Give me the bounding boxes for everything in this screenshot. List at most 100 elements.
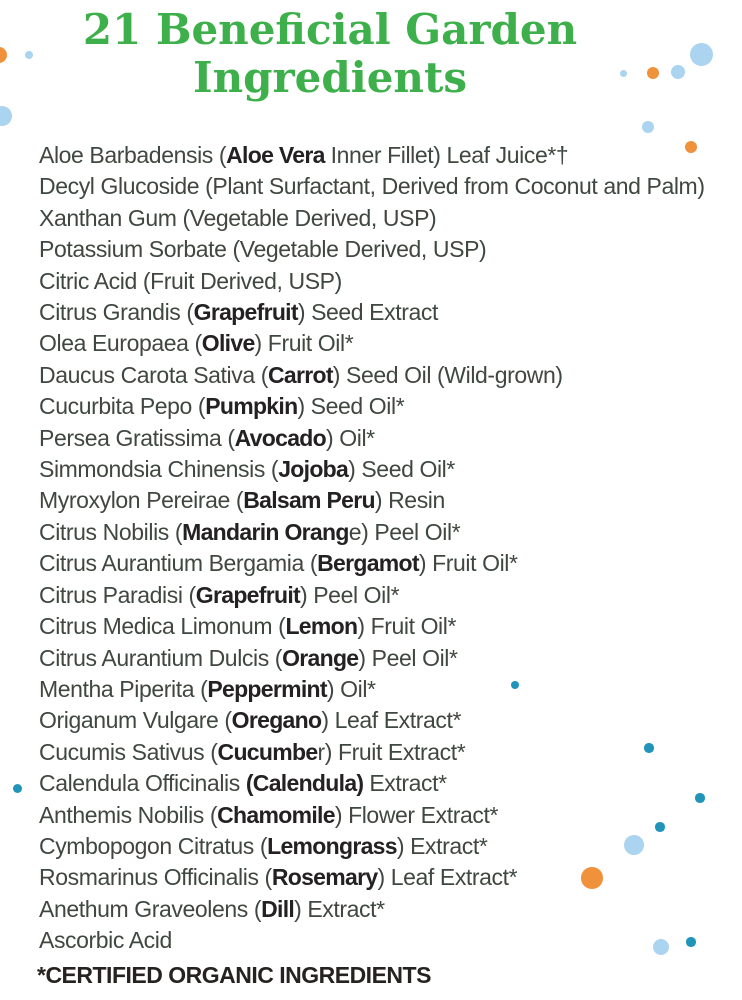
ingredient-line: Citrus Medica Limonum (Lemon) Fruit Oil* (39, 611, 742, 642)
lightblue-decorative-dot (671, 65, 685, 79)
page-title-line-1: 21 Beneficial Garden (82, 5, 578, 54)
ingredient-text: ) Oil* (326, 675, 376, 702)
orange-decorative-dot (647, 67, 659, 79)
ingredient-text: Anthemis Nobilis ( (39, 801, 218, 828)
ingredient-line: Citrus Nobilis (Mandarin Orange) Peel Oi… (39, 517, 742, 548)
ingredient-text: Anethum Graveolens ( (39, 895, 262, 922)
ingredient-text: Rosmarinus Officinalis ( (39, 864, 272, 891)
ingredient-text: e) Peel Oil* (348, 518, 461, 545)
ingredient-text: ) Fruit Oil* (357, 613, 457, 640)
teal-decorative-dot (12, 783, 22, 793)
page-title-line-2: Ingredients (192, 53, 468, 102)
ingredient-common-name: Lemon (285, 613, 358, 640)
ingredient-line: Cucurbita Pepo (Pumpkin) Seed Oil* (39, 391, 742, 422)
orange-decorative-dot (685, 141, 697, 153)
ingredient-common-name: Mandarin Orang (182, 518, 349, 545)
ingredient-text: ) Leaf Extract* (377, 864, 518, 891)
ingredient-text: Mentha Piperita ( (39, 675, 208, 702)
ingredient-text: Potassium Sorbate (Vegetable Derived, US… (39, 236, 487, 263)
ingredient-text: ) Seed Oil* (348, 456, 455, 483)
ingredient-text: Citrus Paradisi ( (39, 581, 196, 608)
ingredient-common-name: Rosemary (271, 864, 378, 891)
ingredient-line: Citrus Paradisi (Grapefruit) Peel Oil* (39, 580, 742, 611)
lightblue-decorative-dot (0, 106, 12, 126)
ingredient-text: Inner Fillet) Leaf Juice*† (324, 142, 569, 168)
ingredient-text: Cymbopogon Citratus ( (39, 832, 268, 859)
ingredient-line: Simmondsia Chinensis (Jojoba) Seed Oil* (39, 454, 742, 485)
ingredient-text: Cucurbita Pepo ( (39, 393, 206, 420)
teal-decorative-dot (655, 822, 665, 832)
ingredient-text: Origanum Vulgare ( (39, 707, 232, 734)
ingredient-common-name: (Calendula) (245, 770, 364, 797)
ingredient-common-name: Bergamot (317, 550, 419, 577)
ingredient-line: Cucumis Sativus (Cucumber) Fruit Extract… (39, 737, 742, 768)
ingredient-text: ) Oil* (326, 424, 375, 451)
teal-decorative-dot (695, 793, 705, 803)
ingredient-list: Aloe Barbadensis (Aloe Vera Inner Fillet… (39, 140, 742, 957)
ingredient-text: ) Leaf Extract* (321, 707, 462, 734)
ingredient-line: Persea Gratissima (Avocado) Oil* (39, 423, 742, 454)
ingredient-line: Anethum Graveolens (Dill) Extract* (39, 894, 742, 925)
ingredient-text: Citrus Aurantium Bergamia ( (39, 550, 318, 577)
ingredient-text: ) Seed Extract (297, 299, 439, 326)
ingredient-line: Aloe Barbadensis (Aloe Vera Inner Fillet… (39, 140, 742, 171)
ingredient-text: ) Fruit Oil* (254, 330, 354, 357)
page-title: 21 Beneficial Garden Ingredients (0, 6, 660, 102)
lightblue-decorative-dot (25, 51, 33, 59)
ingredient-line: Olea Europaea (Olive) Fruit Oil* (39, 328, 742, 359)
ingredient-common-name: Jojoba (278, 456, 349, 483)
ingredient-text: Citrus Nobilis ( (39, 518, 183, 545)
certified-organic-note: *CERTIFIED ORGANIC INGREDIENTS (37, 962, 431, 988)
ingredient-text: r) Fruit Extract* (317, 738, 466, 765)
ingredient-line: Calendula Officinalis (Calendula) Extrac… (39, 768, 742, 799)
ingredient-common-name: Peppermint (207, 675, 327, 702)
ingredient-common-name: Grapefruit (193, 299, 299, 326)
ingredient-text: ) Seed Oil (Wild-grown) (332, 361, 563, 388)
ingredient-common-name: Oregano (231, 707, 322, 734)
ingredient-common-name: Pumpkin (205, 393, 298, 420)
ingredient-line: Citrus Grandis (Grapefruit) Seed Extract (39, 297, 742, 328)
ingredient-line: Citrus Aurantium Bergamia (Bergamot) Fru… (39, 548, 742, 579)
ingredient-text: Aloe Barbadensis ( (39, 142, 227, 168)
ingredient-text: Olea Europaea ( (39, 330, 202, 357)
ingredient-line: Potassium Sorbate (Vegetable Derived, US… (39, 234, 742, 265)
orange-decorative-dot (0, 47, 7, 63)
ingredient-line: Daucus Carota Sativa (Carrot) Seed Oil (… (39, 360, 742, 391)
ingredient-line: Ascorbic Acid (39, 925, 742, 956)
ingredient-text: Citrus Grandis ( (39, 299, 194, 326)
ingredient-text: Myroxylon Pereirae ( (39, 487, 244, 514)
lightblue-decorative-dot (689, 42, 713, 66)
teal-decorative-dot (510, 680, 520, 690)
ingredient-line: Anthemis Nobilis (Chamomile) Flower Extr… (39, 800, 742, 831)
ingredient-common-name: Olive (201, 330, 255, 357)
ingredient-text: ) Resin (374, 487, 445, 514)
ingredient-line: Myroxylon Pereirae (Balsam Peru) Resin (39, 485, 742, 516)
ingredient-common-name: Cucumbe (217, 738, 319, 765)
ingredient-text: Persea Gratissima ( (39, 424, 235, 451)
ingredient-text: ) Fruit Oil* (418, 550, 518, 577)
ingredient-line: Cymbopogon Citratus (Lemongrass) Extract… (39, 831, 742, 862)
lightblue-decorative-dot (619, 69, 627, 77)
ingredient-common-name: Grapefruit (195, 581, 301, 608)
teal-decorative-dot (686, 937, 696, 947)
ingredient-common-name: Orange (282, 644, 359, 671)
ingredient-text: ) Flower Extract* (334, 801, 499, 828)
ingredient-text: Extract* (363, 770, 447, 797)
ingredient-line: Citric Acid (Fruit Derived, USP) (39, 266, 742, 297)
ingredient-text: ) Peel Oil* (299, 581, 400, 608)
ingredient-text: Ascorbic Acid (39, 927, 172, 954)
lightblue-decorative-dot (624, 835, 644, 855)
ingredient-line: Origanum Vulgare (Oregano) Leaf Extract* (39, 705, 742, 736)
ingredient-text: Daucus Carota Sativa ( (39, 361, 268, 388)
ingredient-line: Rosmarinus Officinalis (Rosemary) Leaf E… (39, 862, 742, 893)
ingredient-text: Citrus Medica Limonum ( (39, 613, 286, 640)
ingredient-text: Citrus Aurantium Dulcis ( (39, 644, 283, 671)
orange-decorative-dot (581, 867, 603, 889)
ingredient-common-name: Dill (261, 895, 295, 922)
ingredient-line: Decyl Glucoside (Plant Surfactant, Deriv… (39, 171, 742, 202)
ingredient-line: Mentha Piperita (Peppermint) Oil* (39, 674, 742, 705)
ingredient-common-name: Chamomile (217, 801, 335, 828)
teal-decorative-dot (644, 743, 654, 753)
ingredient-text: ) Seed Oil* (297, 393, 405, 420)
